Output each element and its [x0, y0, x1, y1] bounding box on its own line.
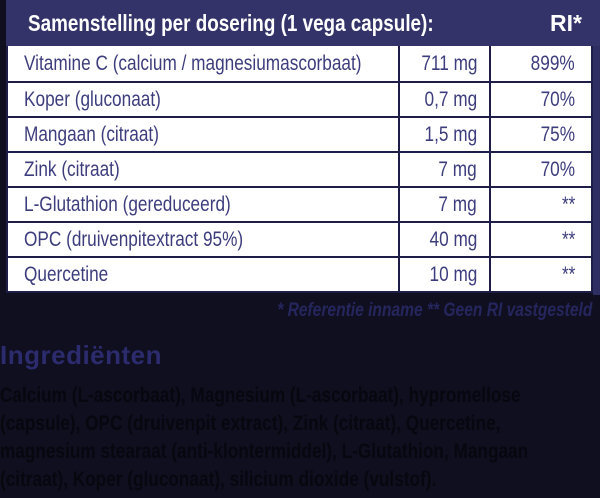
nutrient-amount: 1,5 mg	[398, 118, 489, 151]
nutrient-amount: 40 mg	[398, 223, 489, 256]
table-row: Quercetine 10 mg **	[8, 256, 591, 291]
nutrient-name: Zink (citraat)	[24, 157, 120, 181]
table-title: Samenstelling per dosering (1 vega capsu…	[28, 10, 523, 37]
ingredients-text-line: (citraat), Koper (gluconaat), silicium d…	[0, 468, 437, 491]
nutrient-ri: **	[489, 188, 591, 221]
ingredients-text-line: (capsule), OPC (druivenpit extract), Zin…	[0, 412, 501, 435]
nutrient-name: Mangaan (citraat)	[24, 122, 159, 146]
nutrient-amount: 0,7 mg	[398, 83, 489, 116]
nutrient-amount: 10 mg	[398, 258, 489, 291]
nutrient-name: Koper (gluconaat)	[24, 87, 161, 111]
footnote: * Referentie inname ** Geen RI vastgeste…	[6, 300, 600, 322]
nutrient-name: Quercetine	[24, 262, 109, 286]
nutrient-ri: 899%	[489, 46, 591, 81]
ingredients-text: Calcium (L-ascorbaat), Magnesium (L-asco…	[0, 382, 600, 494]
nutrient-name: L-Glutathion (gereduceerd)	[24, 192, 231, 216]
nutrient-amount: 7 mg	[398, 153, 489, 186]
table-header: Samenstelling per dosering (1 vega capsu…	[6, 0, 600, 46]
ingredients-text-line: Calcium (L-ascorbaat), Magnesium (L-asco…	[0, 384, 521, 407]
ingredients-section: Ingrediënten Calcium (L-ascorbaat), Magn…	[0, 340, 600, 494]
nutrient-ri: 70%	[489, 153, 591, 186]
nutrient-name: Vitamine C (calcium / magnesiumascorbaat…	[24, 51, 362, 75]
footnote-text: * Referentie inname ** Geen RI vastgeste…	[276, 300, 592, 321]
nutrient-amount: 711 mg	[398, 46, 489, 81]
nutrient-ri: **	[489, 258, 591, 291]
nutrient-amount: 7 mg	[398, 188, 489, 221]
table-row: Vitamine C (calcium / magnesiumascorbaat…	[8, 46, 591, 81]
nutrient-name: OPC (druivenpitextract 95%)	[24, 227, 244, 251]
table-row: Koper (gluconaat) 0,7 mg 70%	[8, 81, 591, 116]
ingredients-text-line: magnesium stearaat (anti-klontermiddel),…	[0, 440, 529, 463]
ingredients-heading: Ingrediënten	[0, 340, 163, 370]
nutrition-table: Vitamine C (calcium / magnesiumascorbaat…	[6, 46, 593, 293]
supplement-label: Samenstelling per dosering (1 vega capsu…	[6, 0, 600, 322]
table-row: Zink (citraat) 7 mg 70%	[8, 151, 591, 186]
table-row: L-Glutathion (gereduceerd) 7 mg **	[8, 186, 591, 221]
table-row: OPC (druivenpitextract 95%) 40 mg **	[8, 221, 591, 256]
ri-column-header: RI*	[550, 9, 582, 36]
nutrient-ri: **	[489, 223, 591, 256]
right-edge-strip	[593, 46, 600, 295]
table-title-text: Samenstelling per dosering (1 vega capsu…	[28, 9, 434, 36]
nutrient-ri: 70%	[489, 83, 591, 116]
table-row: Mangaan (citraat) 1,5 mg 75%	[8, 116, 591, 151]
nutrient-ri: 75%	[489, 118, 591, 151]
